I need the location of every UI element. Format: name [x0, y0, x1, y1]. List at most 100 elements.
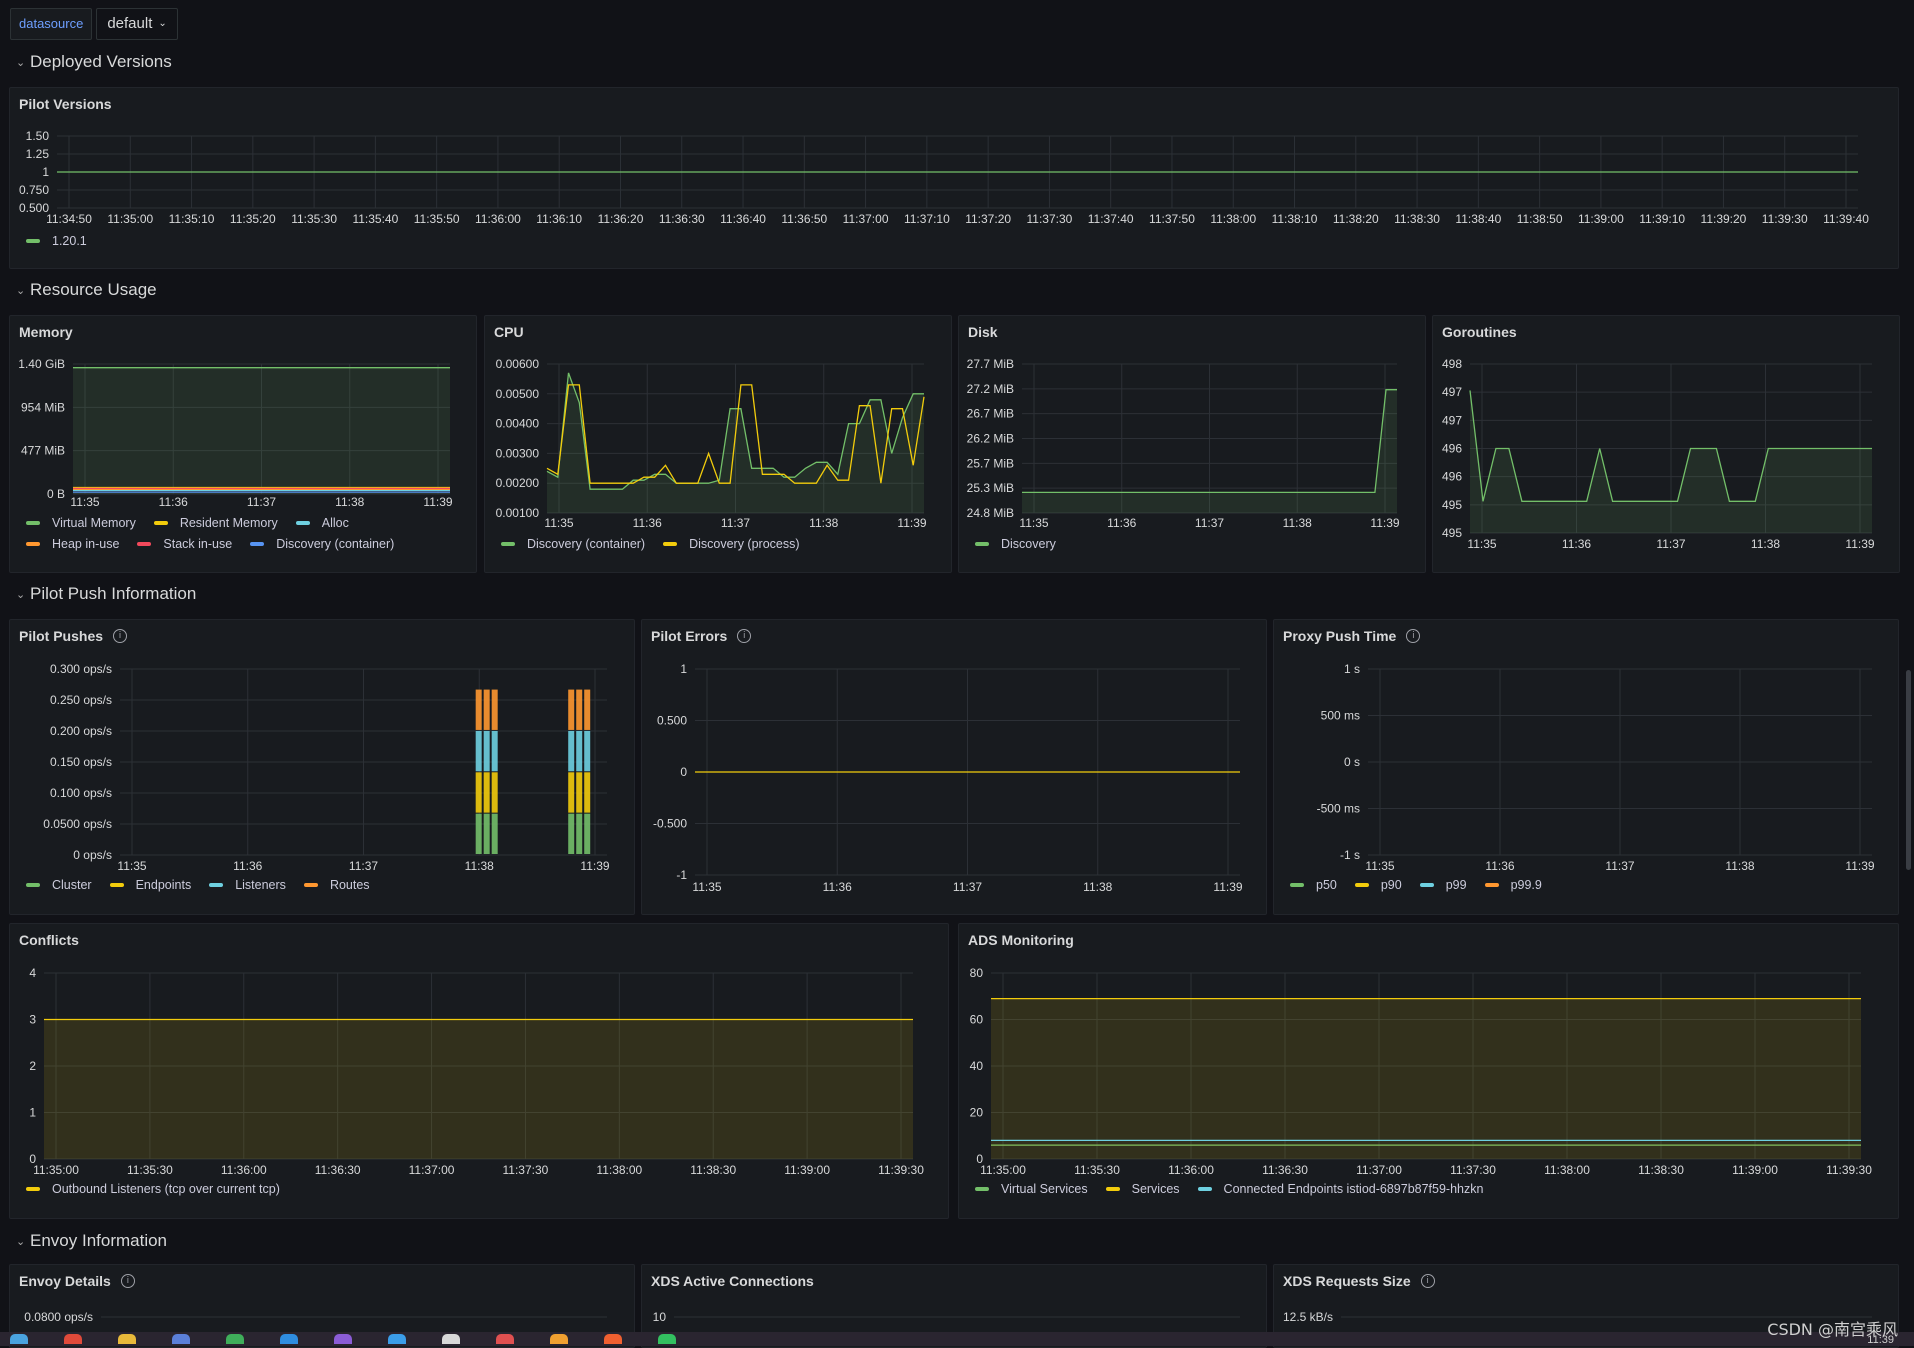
x-tick-label: 11:35: [70, 495, 99, 509]
legend-item[interactable]: Discovery: [975, 537, 1056, 551]
panel-title[interactable]: Disk: [968, 324, 998, 340]
chart-xds-active: 10: [653, 1310, 1240, 1324]
legend-item[interactable]: p99: [1419, 877, 1467, 892]
x-tick-label: 11:38:10: [1272, 212, 1318, 226]
legend-item[interactable]: Discovery (container): [501, 537, 645, 551]
app-icon[interactable]: [442, 1334, 460, 1344]
legend-item[interactable]: Connected Endpoints istiod-6897b87f59-hh…: [1197, 1182, 1483, 1196]
app-icon[interactable]: [280, 1334, 298, 1344]
x-tick-label: 11:38: [335, 495, 364, 509]
legend-item[interactable]: Discovery (container): [250, 537, 394, 551]
app-icon[interactable]: [334, 1334, 352, 1344]
info-icon[interactable]: i: [113, 629, 128, 643]
app-icon[interactable]: [604, 1334, 622, 1344]
chart-memory: 1.40 GiB 954 MiB 477 MiB 0 B 11:35 11:36 11:37…: [18, 357, 453, 509]
legend-item[interactable]: Listeners: [209, 878, 286, 892]
panel-memory[interactable]: Memory 1.40 GiB 954 MiB 477 MiB 0 B 11:35 11:3…: [9, 315, 477, 573]
x-tick-label: 11:38:50: [1517, 212, 1563, 226]
chart-disk: 27.7 MiB 27.2 MiB 26.7 MiB 26.2 MiB 25.7 MiB…: [967, 357, 1400, 530]
app-icon[interactable]: [496, 1334, 514, 1344]
x-tick-label: 11:37:10: [904, 212, 950, 226]
legend-label: p99: [1445, 877, 1467, 892]
panel-pilot-pushes[interactable]: Pilot Pushes i 0.300 ops/s 0.250 ops/s 0.200…: [9, 619, 635, 915]
row-envoy-information[interactable]: ⌄ Envoy Information: [16, 1231, 167, 1251]
info-icon[interactable]: i: [1420, 1274, 1435, 1288]
legend-item[interactable]: Virtual Services: [975, 1182, 1088, 1196]
y-tick-label: -1 s: [1340, 848, 1360, 862]
panel-title-text: CPU: [494, 324, 524, 340]
panel-title[interactable]: ADS Monitoring: [968, 932, 1074, 948]
panel-ads-monitoring[interactable]: ADS Monitoring 80 60 40 20 0 11:35:00 11:35:30 1…: [958, 923, 1899, 1219]
legend-item[interactable]: p99.9: [1484, 878, 1542, 892]
x-tick-label: 11:35:40: [352, 212, 398, 226]
series-line-discovery: [1022, 389, 1397, 494]
panel-pilot-versions[interactable]: Pilot Versions 1.50 1.25 1 0.750 0.500 11:34:5…: [9, 87, 1899, 269]
panel-title[interactable]: CPU: [494, 324, 524, 340]
panel-conflicts[interactable]: Conflicts 4 3 2 1 0 11:35:00 11:35:30 11:36:00 11…: [9, 923, 949, 1219]
panel-title-text: Memory: [19, 324, 73, 340]
panel-disk[interactable]: Disk 27.7 MiB 27.2 MiB 26.7 MiB 26.2 MiB 25.7…: [958, 315, 1426, 573]
legend: Virtual Memory Resident Memory Alloc Heap i…: [26, 512, 394, 554]
panel-title-text: Pilot Errors: [651, 628, 728, 644]
legend-item[interactable]: Outbound Listeners (tcp over current tcp…: [26, 1182, 280, 1196]
legend-item[interactable]: Alloc: [295, 516, 349, 530]
y-tick-label: 0.500: [19, 201, 49, 215]
app-icon[interactable]: [10, 1334, 28, 1344]
x-tick-label: 11:35:50: [414, 212, 460, 226]
panel-title[interactable]: Pilot Pushes i: [19, 628, 128, 644]
legend-item[interactable]: p90: [1354, 878, 1402, 892]
legend-item[interactable]: Services: [1105, 1182, 1180, 1196]
app-icon[interactable]: [118, 1334, 136, 1344]
y-tick-label: 495: [1442, 498, 1462, 512]
legend-item[interactable]: Discovery (process): [663, 537, 800, 551]
chart-proxy-push-time: 1 s 500 ms 0 s -500 ms -1 s 11:35 11:36 11:37 11…: [1317, 662, 1875, 873]
row-pilot-push-information[interactable]: ⌄ Pilot Push Information: [16, 584, 196, 604]
y-tick-label: 0.0500 ops/s: [43, 817, 112, 831]
legend-item[interactable]: Endpoints: [109, 878, 191, 892]
legend-swatch: [26, 541, 40, 546]
panel-title[interactable]: Proxy Push Time i: [1283, 628, 1421, 644]
app-icon[interactable]: [226, 1334, 244, 1344]
scrollbar-thumb[interactable]: [1906, 670, 1911, 870]
x-tick-label: 11:36:00: [1168, 1163, 1214, 1177]
legend-item[interactable]: Stack in-use: [137, 537, 232, 551]
legend-item[interactable]: Resident Memory: [153, 516, 278, 530]
x-tick-label: 11:36: [1485, 859, 1514, 873]
legend-item[interactable]: Routes: [303, 878, 370, 892]
app-icon[interactable]: [658, 1334, 676, 1344]
panel-title[interactable]: Envoy Details i: [19, 1273, 135, 1289]
app-icon[interactable]: [172, 1334, 190, 1344]
panel-title[interactable]: Pilot Versions: [19, 96, 112, 112]
panel-title[interactable]: Memory: [19, 324, 73, 340]
info-icon[interactable]: i: [1406, 629, 1421, 643]
info-icon[interactable]: i: [737, 629, 752, 643]
app-icon[interactable]: [64, 1334, 82, 1344]
y-tick-label: 0.300 ops/s: [50, 662, 112, 676]
bar-segment-endpoints: [584, 772, 591, 813]
legend-item[interactable]: Heap in-use: [26, 537, 119, 551]
legend-label: 1.20.1: [52, 233, 87, 248]
legend-item[interactable]: Cluster: [26, 878, 92, 892]
app-icon[interactable]: [388, 1334, 406, 1344]
panel-goroutines[interactable]: Goroutines 498 497 497 496 496 495 495 11:35 11:3…: [1432, 315, 1900, 573]
info-icon[interactable]: i: [120, 1274, 135, 1288]
datasource-select[interactable]: default ⌄: [96, 8, 178, 40]
row-resource-usage[interactable]: ⌄ Resource Usage: [16, 280, 157, 300]
row-deployed-versions[interactable]: ⌄ Deployed Versions: [16, 52, 172, 72]
app-icon[interactable]: [550, 1334, 568, 1344]
legend-swatch: [209, 882, 224, 887]
panel-title[interactable]: Conflicts: [19, 932, 79, 948]
panel-cpu[interactable]: CPU 0.00600 0.00500 0.00400 0.00300 0.00200 0.…: [484, 315, 952, 573]
legend-item[interactable]: p50: [1290, 878, 1337, 892]
legend-item[interactable]: 1.20.1: [26, 234, 87, 248]
legend-item[interactable]: Virtual Memory: [26, 516, 136, 530]
panel-title[interactable]: Goroutines: [1442, 324, 1517, 340]
chart-xds-requests: 12.5 kB/s: [1283, 1310, 1872, 1324]
panel-title[interactable]: XDS Requests Size i: [1283, 1273, 1435, 1289]
x-tick-label: 11:36: [1107, 516, 1136, 530]
panel-title[interactable]: XDS Active Connections: [651, 1273, 814, 1289]
panel-pilot-errors[interactable]: Pilot Errors i 1 0.500 0 -0.500 -1 11:35 11:36 11…: [641, 619, 1267, 915]
panel-title[interactable]: Pilot Errors i: [651, 628, 752, 644]
